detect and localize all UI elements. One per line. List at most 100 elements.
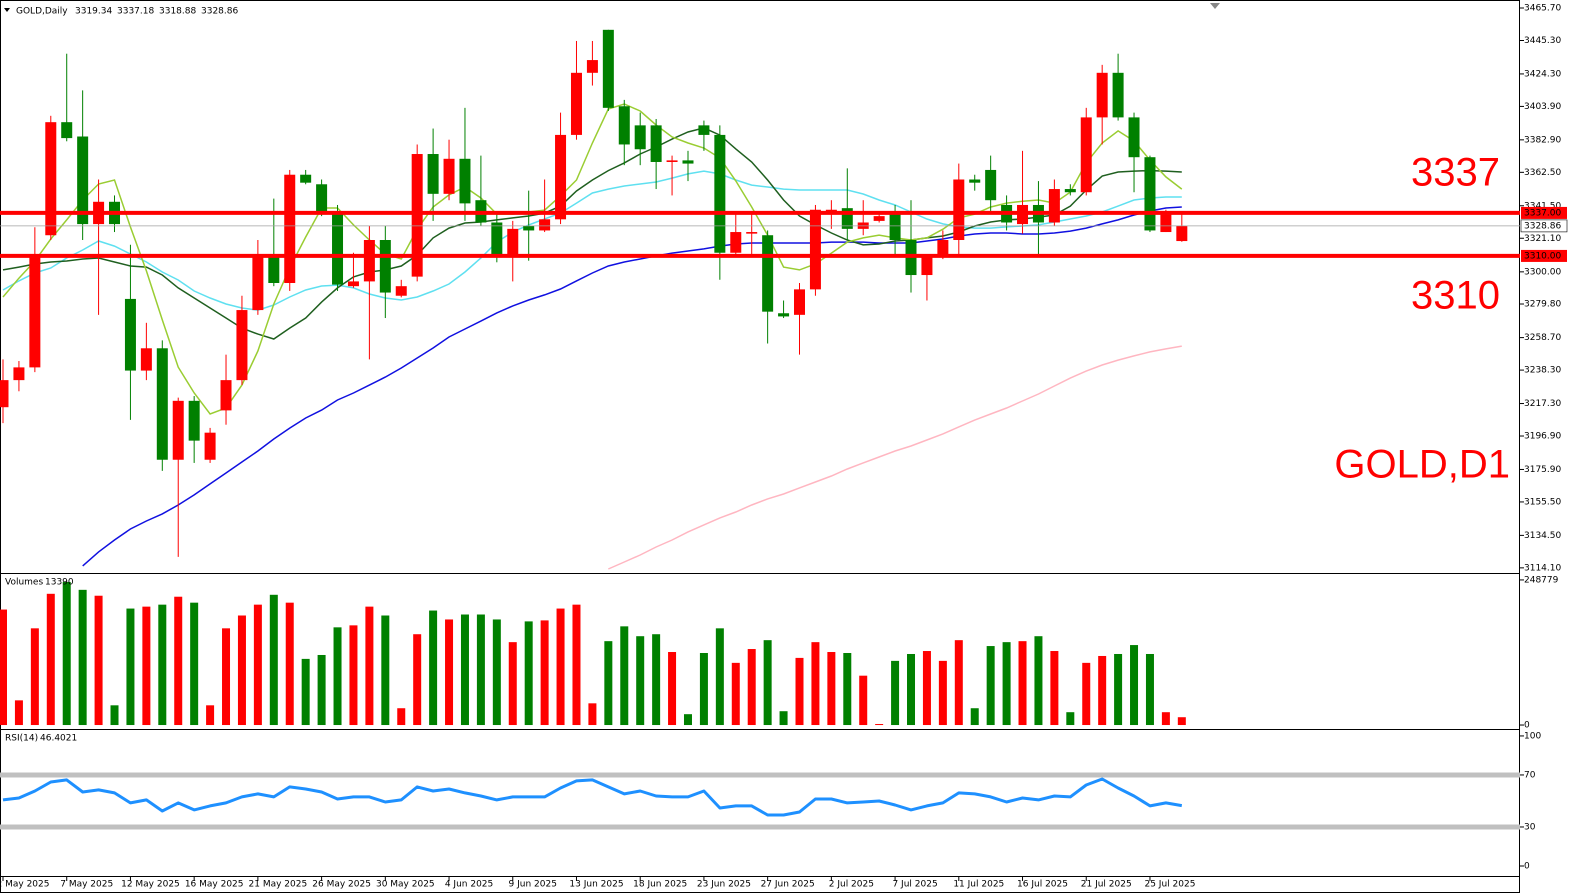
x-tick-label: 21 Jul 2025 [1081,880,1132,890]
candle-body [316,184,328,213]
volume-bar [476,614,485,726]
candle-body [714,134,726,253]
volume-bar [572,604,581,726]
volume-bar [747,649,756,726]
candle-body [236,310,248,381]
candle-body [825,209,837,212]
symbol-annotation: GOLD,D1 [1334,443,1510,487]
x-tick-label: 12 May 2025 [121,880,180,890]
x-tick-label: 27 Jun 2025 [761,880,815,890]
candle-body [985,169,997,201]
candle-body [921,255,933,276]
volume-bar [779,711,788,726]
candle-body [953,179,965,241]
candle-body [539,219,551,231]
level-tag-label: 3337.00 [1524,208,1561,218]
y-tick-label: 0 [1524,861,1530,871]
volume-bar [222,628,231,726]
candle-body [778,313,790,317]
candle-body [650,125,662,162]
volume-bar [907,653,916,726]
candle-body [459,158,471,204]
volume-bar [1177,717,1186,726]
y-tick-label: 3258.70 [1524,333,1561,343]
volume-bar [46,593,55,726]
volume-bar [699,652,708,726]
volume-bar [301,658,310,726]
candle-body [379,240,391,293]
y-tick-label: 3279.80 [1524,300,1561,310]
volume-bar [285,602,294,726]
level-tag [1521,249,1567,262]
volume-bar [556,608,565,726]
candle-body [347,281,359,287]
volume-bar [253,604,262,726]
candle-body [555,134,567,220]
level-tag [1521,206,1567,219]
price-panel [0,29,1188,570]
volume-bar [508,642,517,726]
y-tick-label: 3155.50 [1524,497,1561,507]
volume-bar [445,619,454,726]
price-tag-label: 3328.86 [1524,221,1561,231]
volume-bar [0,609,7,726]
volume-bar [142,606,151,726]
y-tick-label: 3217.30 [1524,399,1561,409]
volume-bar [333,627,342,726]
y-tick-label: 3321.10 [1524,234,1561,244]
candle-body [491,222,503,256]
candle-body [1080,117,1092,193]
volume-bar [604,641,613,726]
y-tick-label: 30 [1524,822,1536,832]
volume-bar [381,615,390,726]
candle-body [156,348,168,460]
volume-bar [1034,636,1043,726]
candle-body [300,174,312,183]
x-tick-label: 30 May 2025 [376,880,435,890]
volume-bar [540,620,549,726]
volume-bar [237,615,246,726]
volume-bar [30,628,39,726]
volume-bar [843,652,852,726]
candle-body [634,125,646,150]
volume-bar [397,708,406,726]
candle-body [77,136,89,225]
volume-bar [349,625,358,726]
candle-body [252,255,264,311]
x-tick-label: 4 Jun 2025 [445,880,493,890]
volume-bar [1066,712,1075,726]
volume-bar [763,640,772,726]
candle-body [220,380,232,411]
x-tick-label: 2 Jul 2025 [829,880,874,890]
x-tick-label: 16 May 2025 [185,880,244,890]
candle-body [698,125,710,135]
header-value: 3328.86 [201,7,238,17]
volume-bar [859,675,868,726]
y-tick-label: 100 [1524,731,1541,741]
candle-body [666,160,678,162]
shift-marker [1210,3,1220,9]
panel-value: 46.4021 [40,734,77,744]
candle-body [1160,214,1172,233]
volume-bar [938,660,947,726]
volume-bar [970,708,979,726]
volume-bar [1145,653,1154,726]
chart-title: GOLD,Daily [16,7,68,17]
candle-body [411,154,423,277]
volume-bar [158,604,167,726]
volume-bar [652,634,661,726]
x-tick-label: 11 Jul 2025 [953,880,1004,890]
y-tick-label: 3403.90 [1524,102,1561,112]
candle-body [969,179,981,183]
candle-body [1064,189,1076,193]
volume-bar [126,608,135,726]
candle-body [570,72,582,135]
volume-bar [1130,645,1139,726]
panel-value: 13390 [45,578,74,588]
plot-frame [0,0,1520,893]
x-tick-label: 13 Jun 2025 [569,880,623,890]
volume-bar [14,700,23,726]
x-tick-label: 7 Jul 2025 [892,880,937,890]
volume-bar [588,703,597,726]
